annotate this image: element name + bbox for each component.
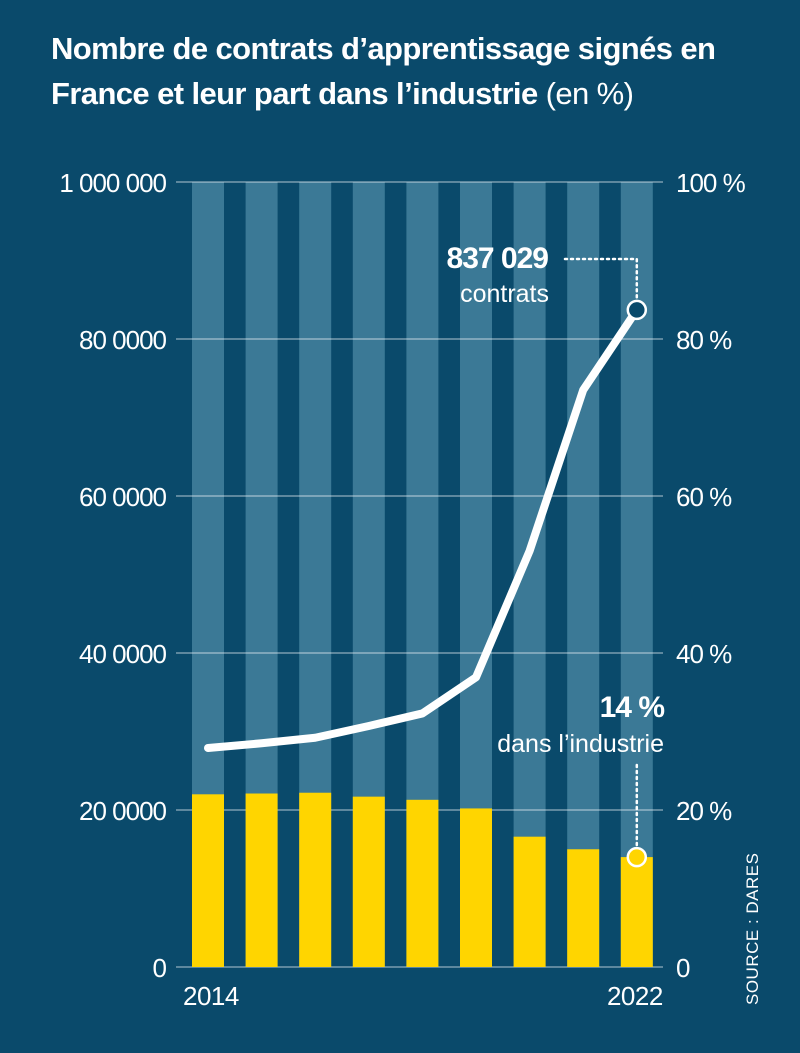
left-axis: 0 20 0000 40 0000 60 0000 80 0000 1 000 000 [59, 168, 167, 983]
x-tick-label: 2014 [183, 981, 239, 1011]
left-tick-label: 0 [153, 953, 167, 983]
right-tick-label: 40 % [676, 639, 732, 669]
contracts-line [204, 305, 641, 752]
contracts-leader-line [563, 257, 639, 301]
contracts-end-marker [626, 299, 648, 321]
share-bar [620, 857, 653, 967]
right-tick-label: 80 % [676, 325, 732, 355]
left-tick-label: 40 0000 [79, 639, 167, 669]
contracts-line-layer [204, 305, 641, 752]
annotation-share-label: dans l’industrie [497, 730, 664, 758]
share-bar [567, 849, 600, 967]
share-end-marker [626, 846, 648, 868]
chart-title-main: Nombre de contrats d’apprentissage signé… [51, 31, 716, 111]
right-tick-label: 20 % [676, 796, 732, 826]
annotation-contracts-label: contrats [460, 280, 549, 308]
share-bar [192, 794, 224, 967]
annotation-share-value: 14 % [600, 691, 665, 724]
share-bars [192, 792, 653, 967]
share-bar [406, 799, 439, 967]
left-tick-label: 1 000 000 [59, 168, 166, 198]
left-tick-label: 80 0000 [79, 325, 167, 355]
annotations: 837 029 contrats 14 % dans l’industrie [447, 242, 665, 868]
left-tick-label: 20 0000 [79, 796, 167, 826]
left-tick-label: 60 0000 [79, 482, 167, 512]
share-bar [460, 808, 492, 967]
x-tick-label: 2022 [607, 981, 663, 1011]
annotation-contracts-value: 837 029 [447, 242, 549, 275]
x-axis: 2014 2022 [183, 981, 663, 1011]
share-bar [299, 792, 332, 967]
share-bar [245, 793, 278, 967]
chart-title: Nombre de contrats d’apprentissage signé… [51, 26, 771, 116]
source-note: SOURCE : DARES [743, 853, 762, 1005]
right-tick-label: 100 % [676, 168, 746, 198]
right-axis: 0 20 % 40 % 60 % 80 % 100 % [676, 168, 747, 983]
right-tick-label: 0 [676, 953, 690, 983]
chart-title-unit: (en %) [545, 76, 634, 111]
right-tick-label: 60 % [676, 482, 732, 512]
share-bar [352, 796, 385, 967]
background-bar [567, 182, 600, 967]
share-bar [513, 836, 546, 967]
